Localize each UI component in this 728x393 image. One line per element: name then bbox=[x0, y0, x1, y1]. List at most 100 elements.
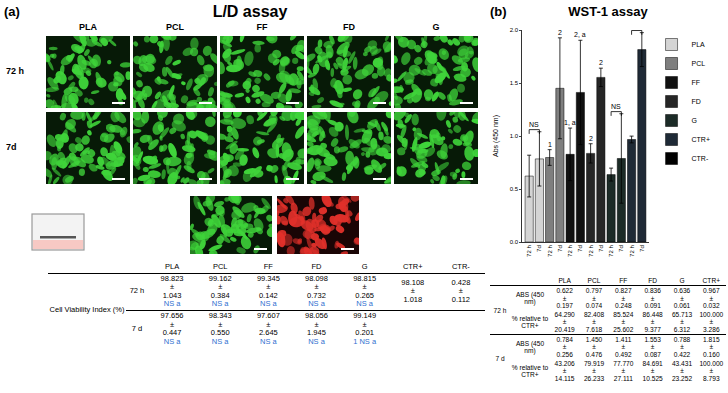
html-text:0.428: 0.428 bbox=[451, 277, 471, 287]
html-text:0.248: 0.248 bbox=[615, 301, 632, 309]
html-text:97.656: 97.656 bbox=[160, 311, 184, 320]
svg-text:2.0: 2.0 bbox=[510, 27, 519, 33]
html-text:98.056: 98.056 bbox=[305, 311, 328, 320]
html-text:(b): (b) bbox=[490, 4, 507, 19]
svg-text:2, a: 2, a bbox=[574, 31, 586, 38]
html-text:0.550: 0.550 bbox=[210, 328, 230, 338]
html-text:7d: 7d bbox=[6, 142, 17, 152]
html-text:PCL: PCL bbox=[166, 22, 184, 32]
html-text:0.384: 0.384 bbox=[210, 290, 230, 300]
svg-text:Abs (450 nm): Abs (450 nm) bbox=[492, 115, 500, 157]
html-text:NS a: NS a bbox=[163, 336, 181, 346]
svg-text:NS: NS bbox=[611, 103, 621, 110]
svg-text:0.0: 0.0 bbox=[510, 239, 519, 245]
html-text:% relative to CTR+: % relative to CTR+ bbox=[511, 314, 549, 330]
svg-text:CTR-: CTR- bbox=[692, 155, 709, 162]
html-text:1.018: 1.018 bbox=[403, 295, 423, 305]
html-text:98.098: 98.098 bbox=[305, 273, 328, 283]
html-text:% relative to CTR+: % relative to CTR+ bbox=[511, 363, 549, 378]
html-text:0.201: 0.201 bbox=[355, 328, 374, 338]
svg-text:FD: FD bbox=[692, 98, 701, 105]
svg-text:7d: 7d bbox=[639, 245, 645, 252]
html-text:NS a: NS a bbox=[163, 299, 181, 309]
svg-text:PCL: PCL bbox=[692, 60, 706, 67]
html-text:NS a: NS a bbox=[260, 336, 277, 346]
html-text:FF: FF bbox=[263, 262, 273, 271]
svg-text:2: 2 bbox=[599, 59, 603, 66]
html-text:0.265: 0.265 bbox=[355, 290, 374, 300]
html-text:NS a: NS a bbox=[308, 299, 325, 309]
html-text:99.149: 99.149 bbox=[353, 311, 377, 320]
html-text:0.074: 0.074 bbox=[585, 301, 603, 309]
svg-text:7d: 7d bbox=[618, 245, 624, 252]
html-text:0.447: 0.447 bbox=[162, 328, 182, 338]
html-text:0.197: 0.197 bbox=[556, 301, 573, 309]
html-text:0.142: 0.142 bbox=[259, 290, 278, 300]
html-text:72 h: 72 h bbox=[493, 306, 507, 314]
svg-text:7d: 7d bbox=[598, 245, 604, 252]
svg-text:FF: FF bbox=[692, 79, 701, 86]
html-text:FD: FD bbox=[311, 262, 322, 271]
html-text:72 h: 72 h bbox=[6, 66, 24, 76]
svg-text:1.0: 1.0 bbox=[510, 133, 519, 139]
html-text:0.091: 0.091 bbox=[644, 301, 661, 309]
svg-text:NS: NS bbox=[529, 121, 539, 128]
html-text:1.945: 1.945 bbox=[307, 328, 326, 338]
svg-text:72 h: 72 h bbox=[629, 245, 635, 257]
svg-text:72 h: 72 h bbox=[608, 245, 614, 257]
html-text:ABS (450 nm): ABS (450 nm) bbox=[515, 290, 545, 306]
html-text:NS a: NS a bbox=[260, 299, 277, 309]
html-text:0.112: 0.112 bbox=[451, 295, 470, 305]
html-text:1.043: 1.043 bbox=[162, 290, 182, 300]
html-text:CTR+: CTR+ bbox=[402, 262, 423, 271]
html-text:2.645: 2.645 bbox=[259, 328, 278, 338]
html-text:97.607: 97.607 bbox=[256, 311, 280, 320]
html-text:0.622: 0.622 bbox=[556, 287, 573, 295]
html-text:98.815: 98.815 bbox=[353, 273, 377, 283]
html-text:98.343: 98.343 bbox=[208, 311, 232, 320]
html-text:0.797: 0.797 bbox=[585, 287, 603, 295]
svg-text:7d: 7d bbox=[536, 245, 542, 252]
html-text:7 d: 7 d bbox=[131, 323, 143, 333]
html-text:98.108: 98.108 bbox=[401, 277, 425, 287]
html-text:CTR-: CTR- bbox=[452, 262, 470, 271]
html-text:PLA: PLA bbox=[165, 262, 180, 271]
svg-text:1.5: 1.5 bbox=[510, 80, 519, 86]
html-text:99.345: 99.345 bbox=[256, 273, 280, 283]
html-text:0.827: 0.827 bbox=[615, 287, 632, 295]
svg-text:72 h: 72 h bbox=[588, 245, 594, 257]
svg-text:1, a: 1, a bbox=[564, 119, 576, 126]
html-text:1 NS a: 1 NS a bbox=[353, 336, 377, 346]
html-text:L/D assay: L/D assay bbox=[212, 3, 288, 20]
svg-text:7d: 7d bbox=[577, 245, 583, 252]
html-text:FF: FF bbox=[256, 22, 268, 32]
svg-text:72 h: 72 h bbox=[526, 245, 532, 257]
html-text:(a): (a) bbox=[4, 4, 20, 19]
html-text:Cell Viability Index (%): Cell Viability Index (%) bbox=[49, 305, 125, 315]
html-text:PCL: PCL bbox=[212, 262, 228, 271]
html-text:0.836: 0.836 bbox=[644, 287, 661, 295]
html-text:72 h: 72 h bbox=[129, 286, 145, 296]
svg-text:WST-1 assay: WST-1 assay bbox=[568, 4, 648, 19]
svg-text:7d: 7d bbox=[557, 245, 563, 252]
html-text:0.732: 0.732 bbox=[307, 290, 326, 300]
html-text:NS a: NS a bbox=[211, 299, 229, 309]
html-text:FD: FD bbox=[343, 22, 355, 32]
svg-text:CTR+: CTR+ bbox=[692, 136, 710, 143]
html-text:G: G bbox=[432, 22, 440, 32]
html-text:99.162: 99.162 bbox=[208, 273, 232, 283]
html-text:ABS (450 nm): ABS (450 nm) bbox=[515, 339, 545, 354]
svg-text:PLA: PLA bbox=[692, 41, 706, 48]
svg-text:2: 2 bbox=[589, 135, 593, 142]
html-text:NS a: NS a bbox=[308, 336, 325, 346]
svg-text:72 h: 72 h bbox=[547, 245, 553, 257]
svg-text:1: 1 bbox=[548, 141, 552, 148]
html-text:98.823: 98.823 bbox=[160, 273, 184, 283]
svg-text:0.5: 0.5 bbox=[510, 186, 519, 192]
svg-text:2: 2 bbox=[558, 29, 562, 36]
html-text:PLA: PLA bbox=[79, 22, 97, 32]
html-text:NS a: NS a bbox=[356, 299, 373, 309]
html-text:NS a: NS a bbox=[211, 336, 229, 346]
svg-text:G: G bbox=[692, 117, 697, 124]
svg-text:72 h: 72 h bbox=[567, 245, 573, 257]
